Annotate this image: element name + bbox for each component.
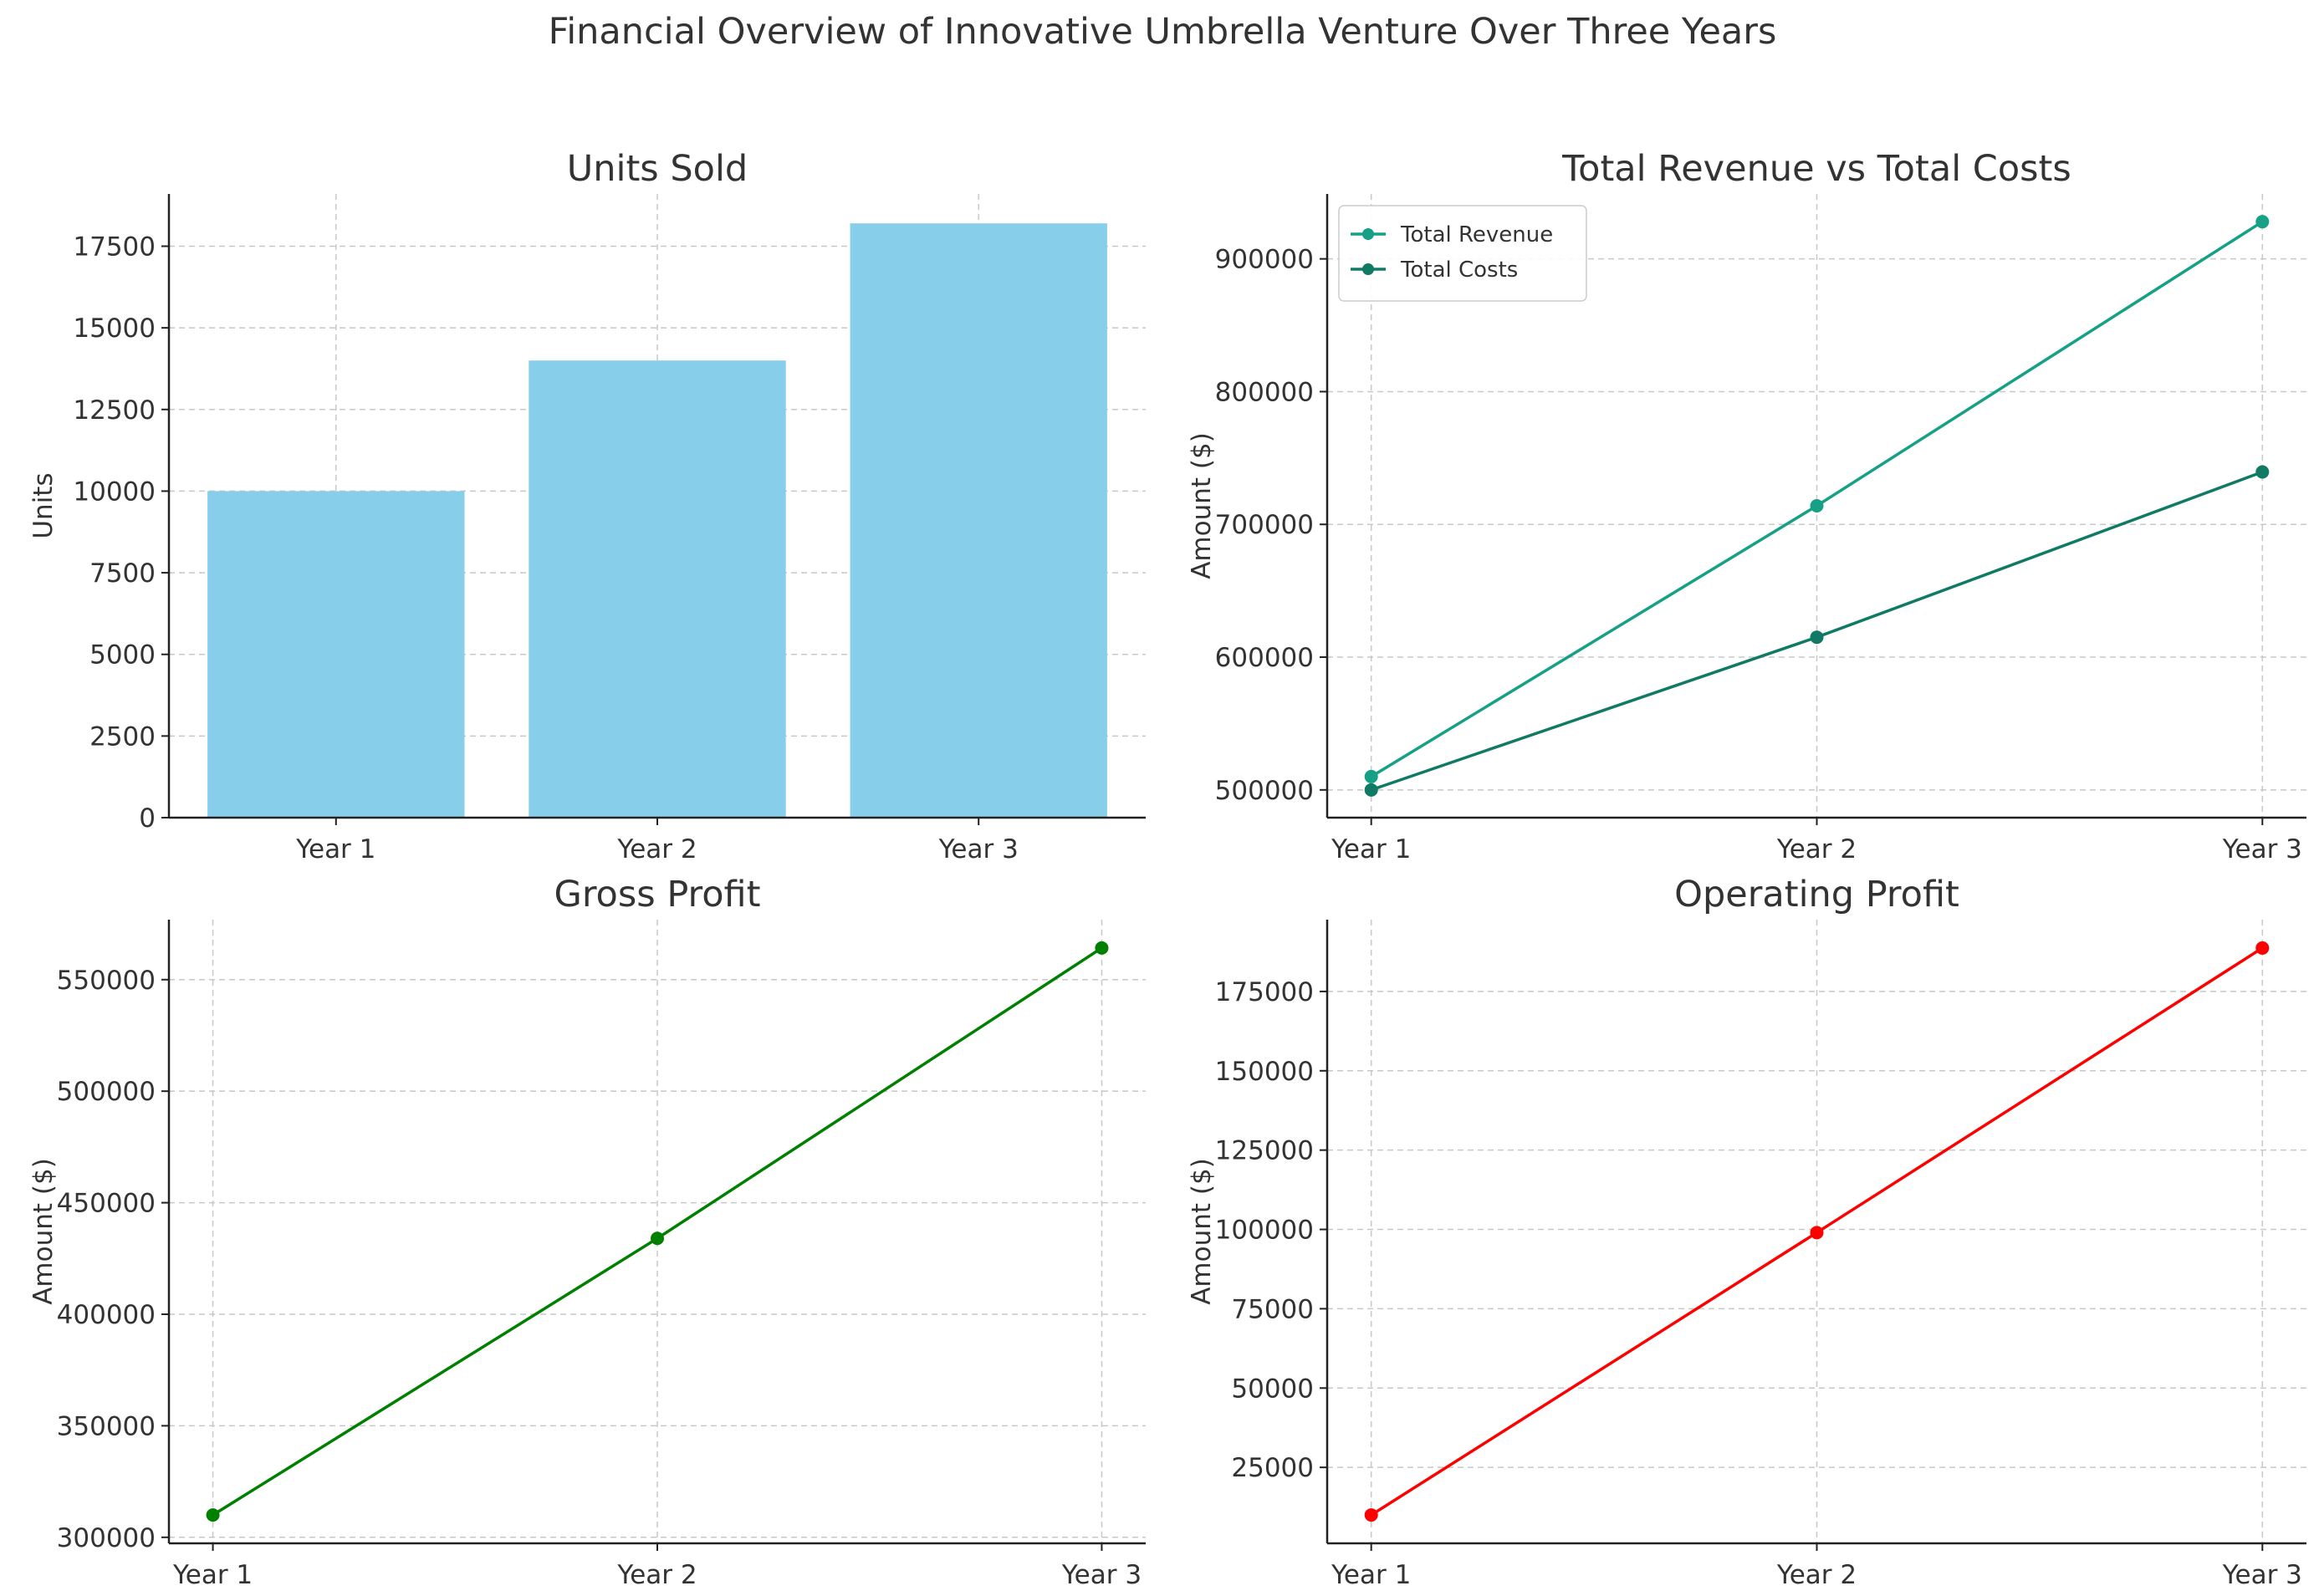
operating-profit-chart: 25000 50000 75000 100000 125000 150000 175000 Y… xyxy=(1187,874,2306,1590)
data-point xyxy=(1810,499,1824,512)
panel-title: Total Revenue vs Total Costs xyxy=(1561,148,2071,190)
data-point xyxy=(206,1508,220,1522)
x-tick-label: Year 1 xyxy=(1331,834,1411,864)
legend-label: Total Revenue xyxy=(1400,222,1553,247)
bar-2 xyxy=(529,360,786,818)
data-point xyxy=(2255,941,2270,955)
panel-title: Gross Profit xyxy=(554,874,761,915)
y-tick-label: 5000 xyxy=(89,640,156,671)
y-tick-label: 100000 xyxy=(1215,1216,1314,1246)
y-tick-label: 25000 xyxy=(1231,1453,1314,1483)
y-tick-label: 0 xyxy=(139,803,156,834)
revenue-vs-costs-chart: 500000 600000 700000 800000 900000 Year 1 Year… xyxy=(1187,148,2306,864)
x-tick-label: Year 3 xyxy=(1061,1560,1142,1590)
units-sold-chart: 0 2500 5000 7500 10000 12500 15000 17500 Year 1 Y… xyxy=(28,148,1146,864)
y-tick-label: 500000 xyxy=(57,1077,156,1107)
y-tick-label: 75000 xyxy=(1231,1294,1314,1324)
gross-profit-chart: 300000 350000 400000 450000 500000 550000 Year… xyxy=(28,874,1146,1590)
data-point xyxy=(2255,465,2270,479)
x-tick-label: Year 3 xyxy=(2222,1560,2302,1590)
data-point xyxy=(1810,630,1824,645)
data-point xyxy=(1095,941,1109,955)
y-tick-label: 125000 xyxy=(1215,1136,1314,1166)
x-tick-label: Year 2 xyxy=(616,834,697,864)
y-tick-label: 550000 xyxy=(57,966,156,996)
y-tick-label: 900000 xyxy=(1215,245,1314,275)
x-tick-label: Year 1 xyxy=(1331,1560,1411,1590)
y-axis-label: Amount ($) xyxy=(1187,1158,1217,1305)
data-point xyxy=(1364,783,1378,797)
figure-title: Financial Overview of Innovative Umbrell… xyxy=(549,11,1777,53)
x-tick-label: Year 3 xyxy=(938,834,1019,864)
y-tick-label: 450000 xyxy=(57,1189,156,1219)
y-tick-label: 350000 xyxy=(57,1411,156,1441)
y-tick-label: 2500 xyxy=(89,722,156,752)
data-point xyxy=(1364,1508,1378,1522)
x-tick-label: Year 3 xyxy=(2222,834,2302,864)
x-tick-label: Year 1 xyxy=(172,1560,253,1590)
y-tick-label: 7500 xyxy=(89,558,156,589)
y-tick-label: 300000 xyxy=(57,1523,156,1553)
data-point xyxy=(1364,769,1378,783)
y-tick-label: 17500 xyxy=(73,232,156,262)
y-tick-label: 700000 xyxy=(1215,510,1314,540)
x-tick-label: Year 2 xyxy=(616,1560,697,1590)
y-tick-label: 800000 xyxy=(1215,377,1314,407)
y-axis-label: Amount ($) xyxy=(1187,432,1217,579)
y-tick-label: 500000 xyxy=(1215,776,1314,806)
x-tick-label: Year 2 xyxy=(1776,1560,1857,1590)
y-tick-label: 400000 xyxy=(57,1300,156,1330)
legend-box xyxy=(1338,205,1587,302)
data-point xyxy=(651,1231,664,1246)
y-tick-label: 600000 xyxy=(1215,643,1314,673)
panel-title: Operating Profit xyxy=(1674,874,1959,915)
data-point xyxy=(2255,215,2270,229)
data-point xyxy=(1810,1226,1824,1240)
x-tick-label: Year 1 xyxy=(295,834,375,864)
legend-marker xyxy=(1362,228,1374,240)
y-tick-label: 150000 xyxy=(1215,1057,1314,1087)
bar-1 xyxy=(207,491,465,818)
y-tick-label: 10000 xyxy=(73,477,156,507)
y-axis-label: Amount ($) xyxy=(28,1158,59,1305)
y-tick-label: 175000 xyxy=(1215,977,1314,1007)
y-tick-label: 12500 xyxy=(73,395,156,426)
bar-3 xyxy=(850,223,1107,818)
legend-label: Total Costs xyxy=(1400,258,1518,283)
y-tick-label: 15000 xyxy=(73,314,156,344)
y-axis-label: Units xyxy=(28,472,59,538)
legend-marker xyxy=(1362,263,1374,275)
y-tick-label: 50000 xyxy=(1231,1374,1314,1404)
panel-title: Units Sold xyxy=(567,148,748,190)
x-tick-label: Year 2 xyxy=(1776,834,1857,864)
